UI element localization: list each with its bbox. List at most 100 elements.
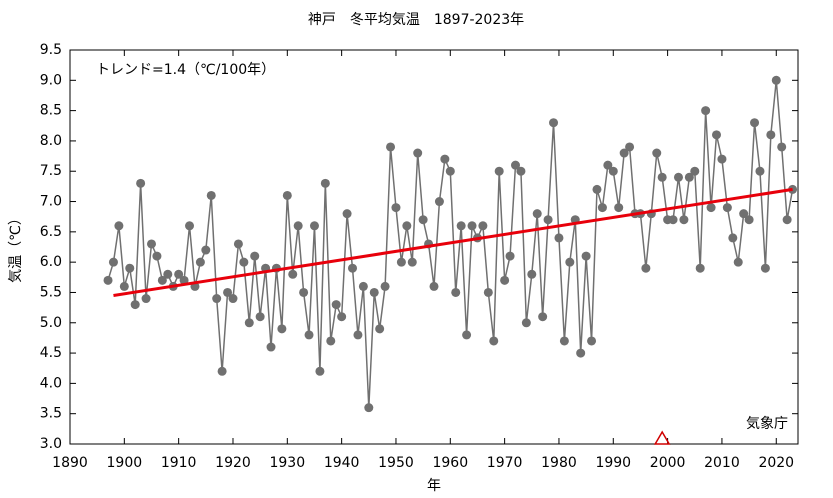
x-tick-label: 2010 [704,455,740,471]
station-marker [653,430,671,445]
data-point [516,166,526,176]
data-point [673,172,683,182]
data-point [521,318,531,328]
data-point [250,251,260,261]
y-tick-label: 4.5 [40,345,62,361]
x-axis-label: 年 [427,478,441,494]
data-point [462,330,472,340]
data-point [288,269,298,279]
data-point [614,203,624,213]
data-point [141,294,151,304]
data-point [755,166,765,176]
data-point [668,215,678,225]
data-point [413,148,423,158]
source-label: 気象庁 [746,416,788,432]
data-point [532,209,542,219]
x-tick-label: 1890 [52,455,88,471]
data-point [467,221,477,231]
data-point [554,233,564,243]
data-point [500,275,510,285]
data-point [581,251,591,261]
data-point [108,257,118,267]
data-point [587,336,597,346]
y-tick-label: 8.5 [40,103,62,119]
data-point [744,215,754,225]
chart-title: 神戸 冬平均気温 1897-2023年 [308,12,524,28]
x-tick-label: 1930 [269,455,305,471]
data-point [766,130,776,140]
data-point [212,294,222,304]
data-point [717,154,727,164]
data-point [391,203,401,213]
data-point [337,312,347,322]
data-point [244,318,254,328]
data-point [641,263,651,273]
data-point [733,257,743,267]
data-point [619,148,629,158]
data-point [130,300,140,310]
data-point [494,166,504,176]
x-tick-label: 1960 [432,455,468,471]
y-tick-label: 6.5 [40,224,62,240]
data-point [777,142,787,152]
data-point [266,342,276,352]
data-point [722,203,732,213]
data-point [293,221,303,231]
x-tick-label: 1900 [107,455,143,471]
data-point [483,287,493,297]
data-point [750,118,760,128]
data-point [440,154,450,164]
data-point [157,275,167,285]
data-point [684,172,694,182]
data-point [527,269,537,279]
data-point [760,263,770,273]
y-tick-label: 6.0 [40,254,62,270]
data-point [152,251,162,261]
data-point [239,257,249,267]
data-point [195,257,205,267]
y-tick-label: 4.0 [40,375,62,391]
plot-frame [69,49,799,445]
data-point [608,166,618,176]
data-point [185,221,195,231]
data-point [706,203,716,213]
y-tick-label: 8.0 [40,133,62,149]
y-tick-label: 9.0 [40,72,62,88]
data-point [146,239,156,249]
data-point [228,294,238,304]
data-point [701,106,711,116]
data-point [603,160,613,170]
data-point [505,251,515,261]
data-point [559,336,569,346]
data-point [255,312,265,322]
data-point [429,281,439,291]
data-point [179,275,189,285]
y-tick-label: 7.0 [40,194,62,210]
x-tick-label: 2000 [650,455,686,471]
data-point [782,215,792,225]
data-point [418,215,428,225]
data-point [174,269,184,279]
data-point [445,166,455,176]
data-point [739,209,749,219]
data-point [233,239,243,249]
data-point [353,330,363,340]
data-point [489,336,499,346]
data-point [348,263,358,273]
x-tick-label: 2020 [758,455,794,471]
data-point [576,348,586,358]
data-point [407,257,417,267]
data-point [538,312,548,322]
data-point [277,324,287,334]
data-point [652,148,662,158]
x-tick-label: 1970 [487,455,523,471]
data-point [136,178,146,188]
data-point [364,403,374,413]
data-point [478,221,488,231]
data-point [396,257,406,267]
data-point [592,184,602,194]
trend-line [113,187,793,297]
data-point [103,275,113,285]
x-tick-label: 1920 [215,455,251,471]
